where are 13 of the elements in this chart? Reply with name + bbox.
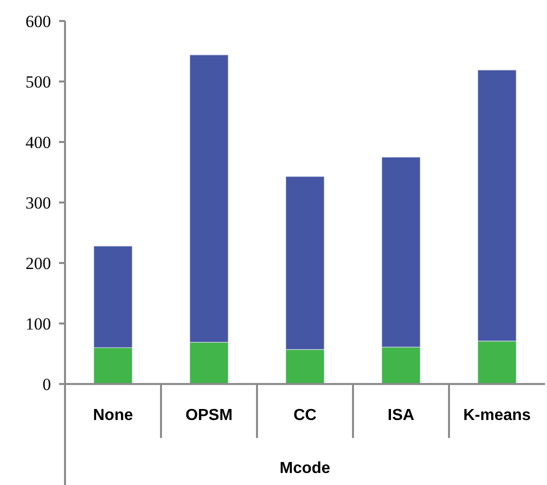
x-tick-label: None: [93, 407, 134, 424]
y-tick-label: 100: [26, 314, 51, 334]
x-tick-label: ISA: [388, 407, 415, 424]
x-axis-title: Mcode: [280, 460, 330, 477]
y-tick-label: 400: [26, 132, 51, 152]
x-tick-label: OPSM: [185, 407, 233, 424]
y-tick-label: 500: [26, 72, 51, 92]
y-tick-label: 200: [26, 254, 51, 273]
y-tick-label: 0: [42, 374, 51, 394]
y-tick-label: 600: [26, 12, 51, 31]
x-tick-label: CC: [293, 407, 317, 424]
y-tick-label: 300: [26, 193, 51, 212]
x-tick-label: K-means: [463, 407, 531, 424]
